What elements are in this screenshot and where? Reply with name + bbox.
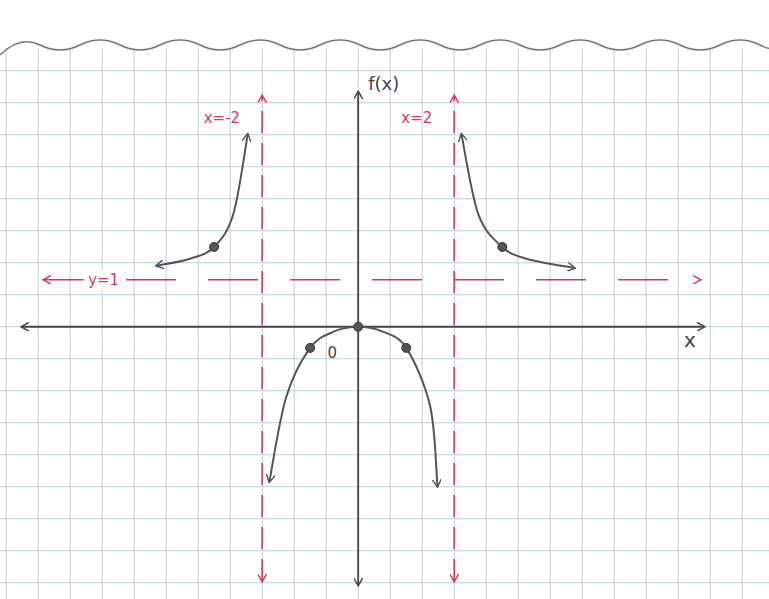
paper-line [294,0,295,599]
asymptotes: x=-2 x=2 y=1 [44,96,700,581]
paper-line [0,358,769,359]
paper-line [550,0,551,599]
point [498,242,507,251]
paper-line [518,0,519,599]
asymptote-label: x=-2 [204,109,240,127]
curve [461,134,574,268]
torn-edge [0,40,769,55]
paper-line [0,390,769,391]
point [210,242,219,251]
horizontal-asymptote [44,279,700,281]
curve [156,134,247,265]
paper-line [166,0,167,599]
paper-line [0,230,769,231]
paper-line [102,0,103,599]
paper-line [0,102,769,103]
paper-line [0,166,769,167]
paper-line [646,0,647,599]
paper-line [0,550,769,551]
paper-line [742,0,743,599]
asymptote-label: y=1 [88,271,119,289]
vertical-asymptote [453,96,455,581]
annotation: 0 [327,344,337,362]
paper-line [230,0,231,599]
paper-line [0,582,769,583]
paper-line [710,0,711,599]
graph-paper [0,0,769,599]
paper-line [198,0,199,599]
point [402,343,411,352]
paper-line [0,134,769,135]
paper-line [0,294,769,295]
paper-line [134,0,135,599]
label-patch [84,270,124,290]
paper-line [0,486,769,487]
paper-line [582,0,583,599]
paper-line [70,0,71,599]
paper-line [0,454,769,455]
paper-line [0,70,769,71]
paper-line [0,198,769,199]
y-axis [357,92,359,585]
vertical-asymptote [261,96,263,581]
paper-line [678,0,679,599]
y-axis-title: f(x) [368,73,399,94]
paper-line [0,518,769,519]
asymptote-label: x=2 [401,109,432,127]
x-axis-title: x [684,328,696,352]
paper-line [358,0,359,599]
plot-area [156,134,574,486]
paper-line [6,0,7,599]
paper-line [454,0,455,599]
curve [269,327,437,487]
point [354,322,363,331]
paper-line [262,0,263,599]
paper-line [326,0,327,599]
paper-line [0,262,769,263]
paper-line [0,326,769,327]
chart: x f(x) x=-2 x=2 y=1 0 [0,0,769,599]
point [306,343,315,352]
paper-line [0,422,769,423]
paper-line [614,0,615,599]
paper-line [486,0,487,599]
paper-line [422,0,423,599]
paper-line [38,0,39,599]
